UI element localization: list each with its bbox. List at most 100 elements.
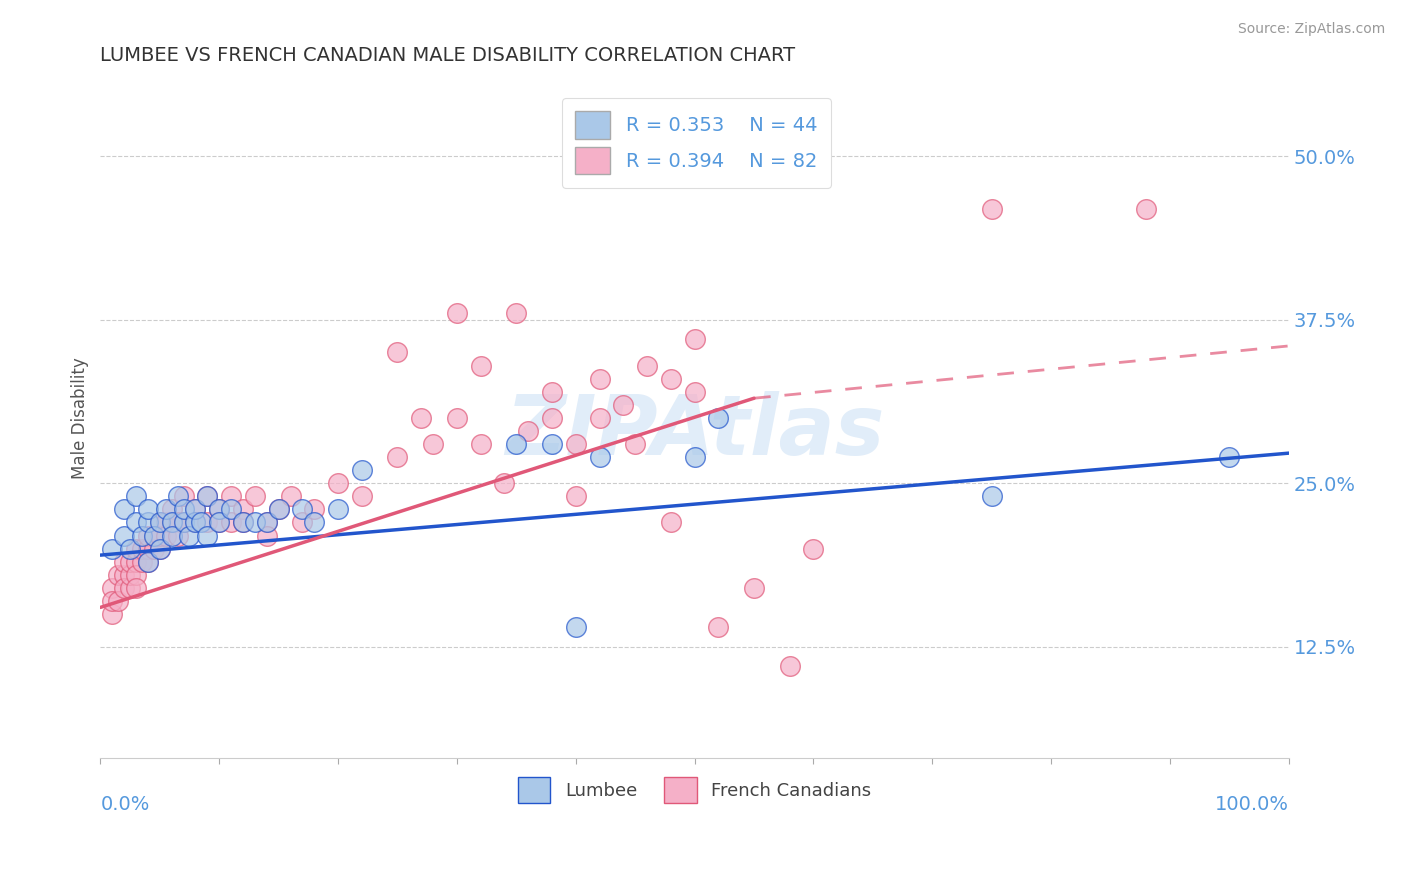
Point	[291, 502, 314, 516]
Point	[195, 528, 218, 542]
Point	[636, 359, 658, 373]
Point	[125, 567, 148, 582]
Point	[112, 555, 135, 569]
Point	[219, 502, 242, 516]
Point	[125, 541, 148, 556]
Point	[112, 567, 135, 582]
Point	[707, 620, 730, 634]
Point	[125, 516, 148, 530]
Point	[107, 594, 129, 608]
Point	[588, 371, 610, 385]
Point	[166, 528, 188, 542]
Point	[387, 450, 409, 464]
Point	[659, 371, 682, 385]
Point	[120, 567, 142, 582]
Point	[125, 581, 148, 595]
Point	[326, 502, 349, 516]
Point	[256, 516, 278, 530]
Point	[125, 489, 148, 503]
Text: ZIPAtlas: ZIPAtlas	[505, 391, 884, 472]
Point	[190, 516, 212, 530]
Point	[101, 541, 124, 556]
Point	[160, 516, 183, 530]
Point	[149, 541, 172, 556]
Point	[173, 516, 195, 530]
Point	[120, 581, 142, 595]
Point	[125, 555, 148, 569]
Point	[541, 410, 564, 425]
Point	[120, 541, 142, 556]
Point	[142, 541, 165, 556]
Point	[564, 437, 586, 451]
Point	[564, 620, 586, 634]
Point	[742, 581, 765, 595]
Point	[411, 410, 433, 425]
Point	[155, 516, 177, 530]
Point	[446, 306, 468, 320]
Point	[980, 202, 1002, 216]
Point	[326, 476, 349, 491]
Point	[166, 516, 188, 530]
Point	[505, 437, 527, 451]
Point	[470, 359, 492, 373]
Point	[173, 502, 195, 516]
Point	[160, 516, 183, 530]
Point	[588, 410, 610, 425]
Point	[446, 410, 468, 425]
Point	[173, 516, 195, 530]
Point	[131, 541, 153, 556]
Point	[208, 502, 231, 516]
Point	[112, 528, 135, 542]
Point	[101, 607, 124, 621]
Point	[208, 502, 231, 516]
Point	[494, 476, 516, 491]
Point	[232, 516, 254, 530]
Point	[683, 450, 706, 464]
Point	[291, 516, 314, 530]
Point	[195, 516, 218, 530]
Point	[142, 528, 165, 542]
Point	[232, 502, 254, 516]
Point	[136, 528, 159, 542]
Point	[160, 502, 183, 516]
Point	[136, 502, 159, 516]
Point	[624, 437, 647, 451]
Point	[136, 516, 159, 530]
Point	[155, 528, 177, 542]
Point	[470, 437, 492, 451]
Point	[564, 489, 586, 503]
Text: LUMBEE VS FRENCH CANADIAN MALE DISABILITY CORRELATION CHART: LUMBEE VS FRENCH CANADIAN MALE DISABILIT…	[100, 46, 796, 65]
Legend: Lumbee, French Canadians: Lumbee, French Canadians	[510, 770, 879, 810]
Point	[256, 516, 278, 530]
Point	[184, 502, 207, 516]
Point	[350, 489, 373, 503]
Point	[136, 555, 159, 569]
Point	[304, 516, 326, 530]
Point	[149, 516, 172, 530]
Point	[219, 489, 242, 503]
Point	[195, 489, 218, 503]
Point	[149, 541, 172, 556]
Point	[505, 306, 527, 320]
Point	[107, 567, 129, 582]
Point	[112, 581, 135, 595]
Point	[208, 516, 231, 530]
Point	[659, 516, 682, 530]
Point	[256, 528, 278, 542]
Point	[219, 516, 242, 530]
Point	[155, 502, 177, 516]
Point	[112, 502, 135, 516]
Point	[779, 659, 801, 673]
Point	[304, 502, 326, 516]
Point	[1135, 202, 1157, 216]
Point	[120, 555, 142, 569]
Point	[541, 384, 564, 399]
Point	[136, 555, 159, 569]
Point	[683, 384, 706, 399]
Point	[980, 489, 1002, 503]
Point	[541, 437, 564, 451]
Point	[142, 528, 165, 542]
Point	[243, 489, 266, 503]
Point	[184, 516, 207, 530]
Point	[1218, 450, 1240, 464]
